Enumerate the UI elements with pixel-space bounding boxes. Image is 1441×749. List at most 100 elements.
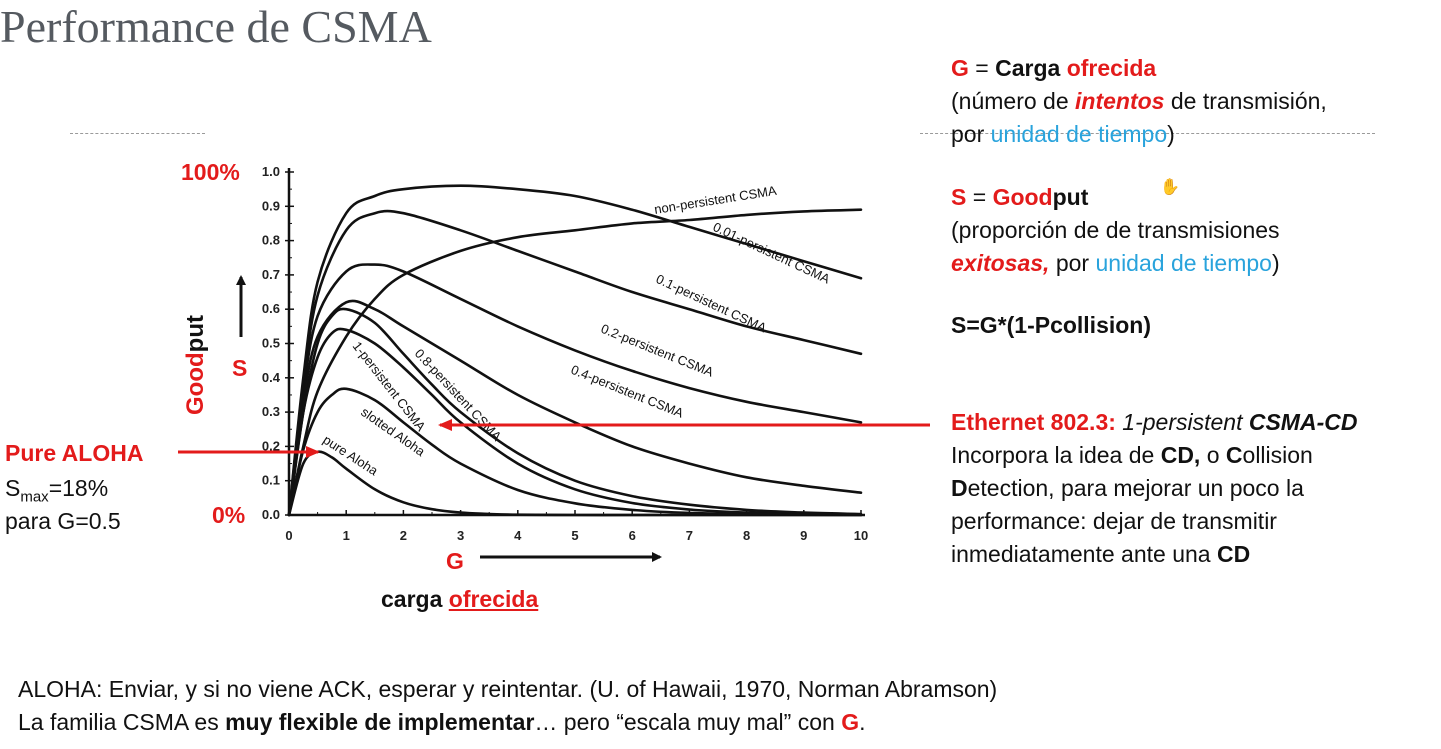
s-def-word2: put [1052, 184, 1089, 210]
g-def-word2: ofrecida [1066, 55, 1157, 81]
eth-l3b: etection, para mejorar un poco la [967, 475, 1304, 501]
g-def-l3b: unidad de tiempo [990, 121, 1168, 147]
chart-series [287, 184, 863, 517]
x-tick-label: 4 [514, 528, 522, 543]
x-tick-label: 10 [854, 528, 868, 543]
eth-l2e: ollision [1242, 442, 1313, 468]
footer-l2a: La familia CSMA es [18, 709, 226, 735]
ethernet-head-a: Ethernet 802.3: [951, 409, 1116, 435]
ethernet-line5: inmediatamente ante una CD [951, 538, 1250, 571]
pct-0-label: 0% [212, 502, 246, 528]
ethernet-head-c: CSMA-CD [1248, 409, 1358, 435]
footer-l2e: . [859, 709, 866, 735]
x-tick-label: 6 [629, 528, 636, 543]
footer-l2c: … pero “escala muy mal” con [534, 709, 842, 735]
s-definition-line1: S = Goodput [951, 181, 1088, 214]
y-tick-label: 0.2 [262, 438, 280, 453]
g-definition-line1: G = Carga ofrecida [951, 52, 1156, 85]
s-def-eq: = [966, 184, 993, 210]
g-def-l2b: intentos [1075, 88, 1165, 114]
right-divider [920, 133, 1375, 134]
ethernet-line2: Incorpora la idea de CD, o Collision [951, 439, 1313, 472]
series-line-0-1-persistent-csma [287, 209, 863, 517]
title-underline [70, 133, 205, 134]
g-def-symbol: G [951, 55, 969, 81]
x-tick-label: 1 [343, 528, 350, 543]
g-axis-symbol: G [446, 548, 464, 574]
curve-label-non-persistent-csma: non-persistent CSMA [653, 183, 778, 217]
eth-l3a: D [951, 475, 968, 501]
x-axis-title-carga: carga [381, 586, 449, 612]
series-line-0-01-persistent-csma [287, 184, 863, 517]
x-tick-label: 2 [400, 528, 407, 543]
y-tick-label: 0.9 [262, 198, 280, 213]
s-definition-line2: (proporción de de transmisiones [951, 217, 1280, 243]
series-line-non-persistent-csma [287, 208, 863, 517]
para-g-label: para G=0.5 [5, 508, 121, 534]
eth-l5b: CD [1216, 541, 1251, 567]
g-def-l2a: (número de [951, 88, 1076, 114]
series-line-0-4-persistent-csma [287, 299, 863, 517]
x-axis-title-ofrecida: ofrecida [448, 586, 539, 612]
g-def-l3c: ) [1167, 121, 1175, 147]
g-def-eq: = [968, 55, 996, 81]
series-line-pure-aloha [287, 450, 863, 517]
series-line-0-2-persistent-csma [287, 263, 863, 517]
goodput-axis-title: Goodput [182, 315, 210, 415]
x-axis-title: carga ofrecida [381, 586, 538, 613]
goodput-label-good: Good [182, 352, 209, 415]
pure-aloha-label: Pure ALOHA [5, 440, 144, 466]
ethernet-heading: Ethernet 802.3: 1-persistent CSMA-CD [951, 406, 1357, 439]
y-tick-label: 0.7 [262, 267, 280, 282]
series-line-slotted-aloha [287, 387, 863, 517]
footer-l2d: G [841, 709, 860, 735]
hand-cursor-icon: ✋ [1160, 179, 1180, 196]
ethernet-line3: Detection, para mejorar un poco la [951, 472, 1304, 505]
eth-l2d: C [1225, 442, 1243, 468]
y-tick-label: 0.5 [262, 336, 280, 351]
series-line-1-persistent-csma [287, 327, 863, 517]
curve-label-0-2-persistent-csma: 0.2-persistent CSMA [599, 321, 716, 380]
s-def-word1: Good [992, 184, 1053, 210]
x-tick-label: 5 [571, 528, 578, 543]
s-def-l3d: ) [1271, 250, 1280, 276]
y-tick-label: 0.0 [262, 507, 280, 522]
footer-notes: ALOHA: Enviar, y si no viene ACK, espera… [18, 673, 997, 739]
x-tick-label: 3 [457, 528, 464, 543]
y-tick-label: 0.6 [262, 301, 280, 316]
footer-line2: La familia CSMA es muy flexible de imple… [18, 706, 997, 739]
ethernet-line4: performance: dejar de transmitir [951, 508, 1277, 534]
y-tick-label: 1.0 [262, 164, 280, 179]
footer-l2b: muy flexible de implementar [225, 709, 535, 735]
page-title: Performance de CSMA [0, 1, 432, 52]
s-def-l3c: unidad de tiempo [1095, 250, 1272, 276]
x-tick-label: 7 [686, 528, 693, 543]
curve-label-0-4-persistent-csma: 0.4-persistent CSMA [569, 362, 686, 421]
g-definition-line3: por unidad de tiempo) [951, 118, 1175, 151]
s-def-symbol: S [951, 184, 967, 210]
series-line-0-8-persistent-csma [287, 307, 863, 517]
pct-100-label: 100% [181, 159, 240, 185]
eth-l2a: Incorpora la idea de [951, 442, 1161, 468]
formula: S=G*(1-Pcollision) [951, 312, 1152, 338]
s-definition-line3: exitosas, por unidad de tiempo) [951, 247, 1280, 280]
footer-line1: ALOHA: Enviar, y si no viene ACK, espera… [18, 676, 998, 702]
g-def-l3a: por [951, 121, 991, 147]
x-tick-label: 0 [285, 528, 292, 543]
g-def-word1: Carga [995, 55, 1067, 81]
smax-label: Smax=18% [5, 472, 108, 514]
eth-l5a: inmediatamente ante una [951, 541, 1217, 567]
y-tick-label: 0.8 [262, 233, 280, 248]
s-def-l3b: por [1049, 250, 1096, 276]
y-tick-label: 0.1 [262, 473, 280, 488]
ethernet-head-b: 1-persistent [1115, 409, 1249, 435]
s-axis-symbol: S [232, 355, 248, 381]
x-tick-label: 8 [743, 528, 750, 543]
smax-value: =18% [48, 475, 109, 501]
curve-label-0-01-persistent-csma: 0.01-persistent CSMA [711, 219, 833, 286]
s-def-l3a: exitosas, [951, 250, 1050, 276]
smax-sub: max [20, 488, 49, 506]
smax-s: S [5, 475, 21, 501]
